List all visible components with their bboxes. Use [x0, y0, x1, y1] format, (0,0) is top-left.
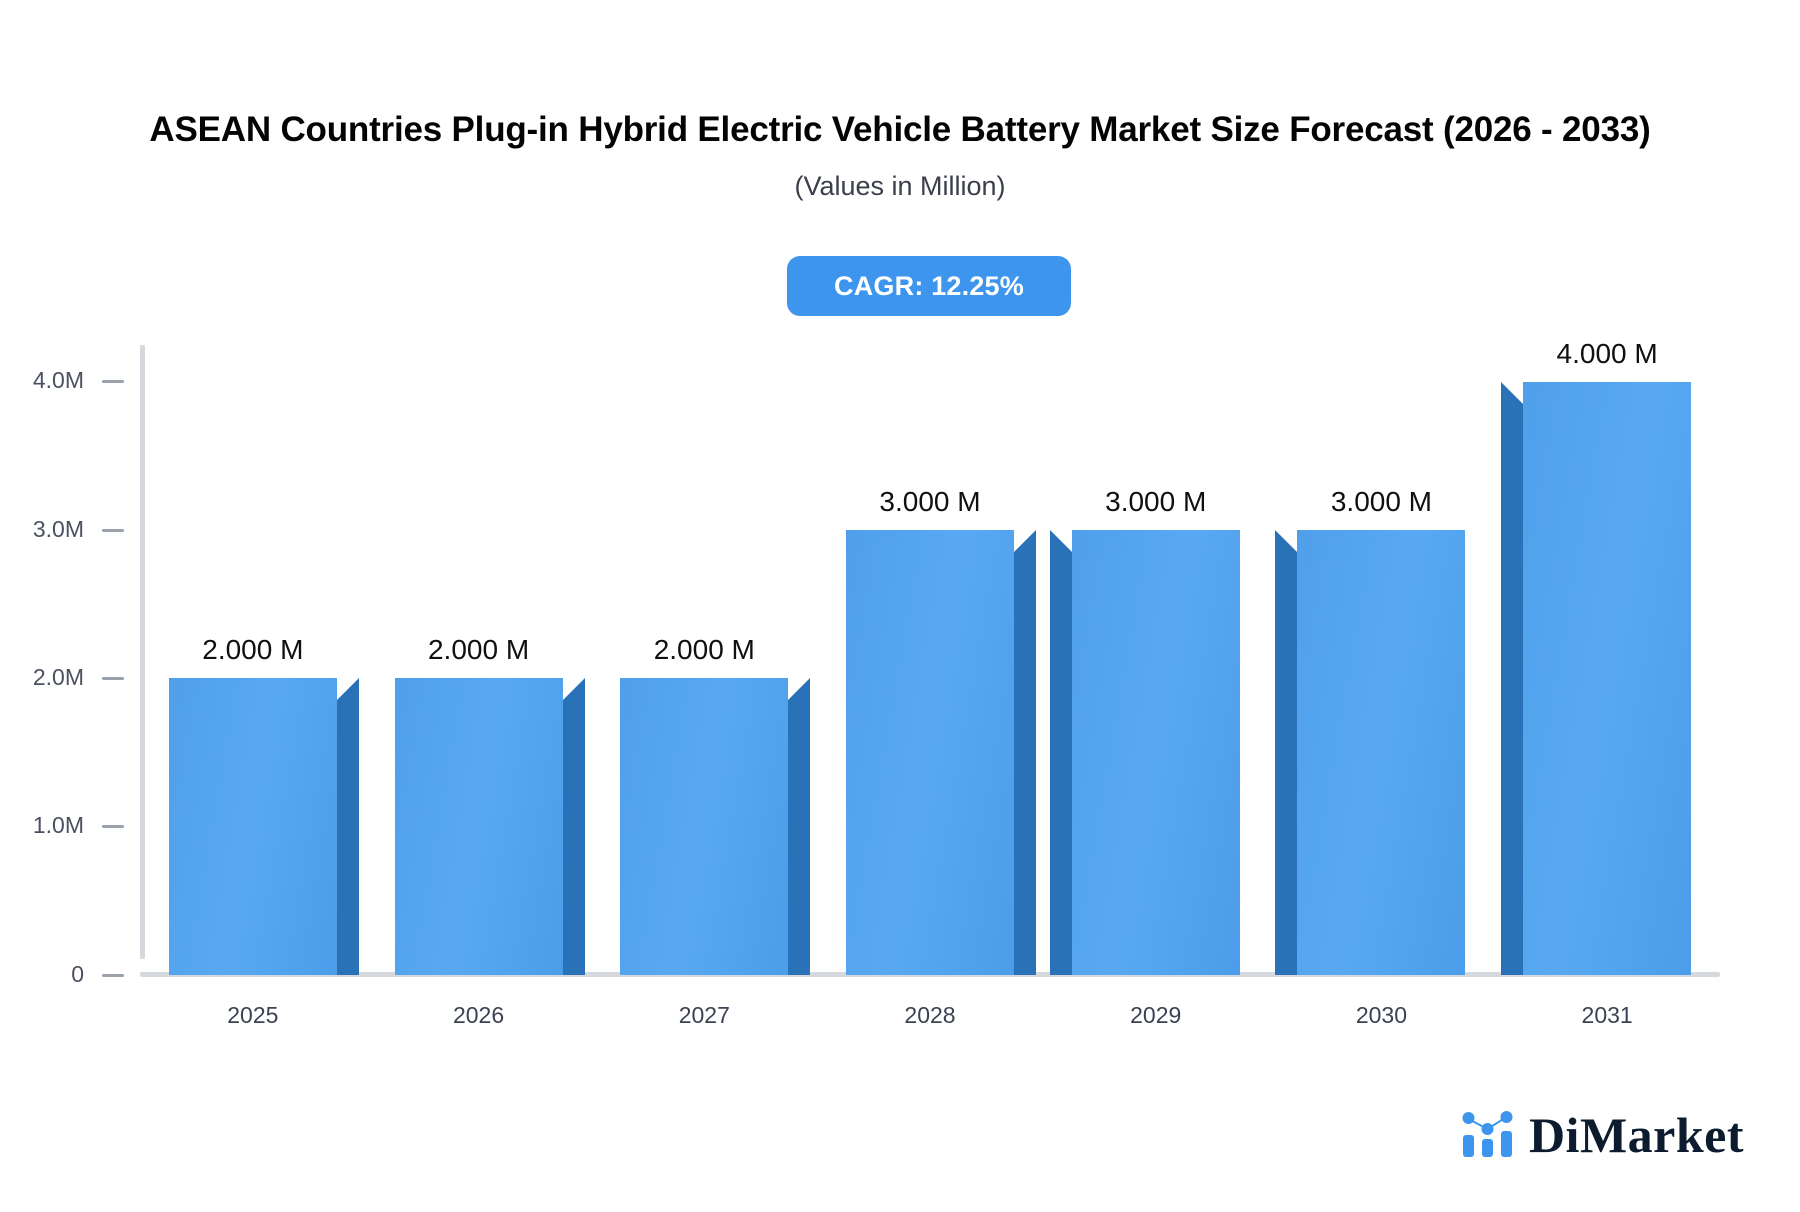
y-axis-tick-mark [102, 676, 124, 680]
y-axis-tick-label: 2.0M [32, 663, 84, 690]
plot-area: 0 1.0M 2.0M 3.0M 4.0M 2.000 M 2025 2.000 M 2026… [33, 330, 1720, 1028]
y-axis-line [140, 345, 145, 959]
bar-depth-bevel [1501, 381, 1524, 404]
bar-depth-face [1275, 530, 1298, 975]
bar-value-label: 2.000 M [653, 634, 755, 666]
x-axis-category-label: 2029 [1130, 1002, 1182, 1028]
bar-depth-face [1501, 381, 1524, 975]
bar-depth-face [562, 678, 585, 975]
y-axis-tick-label: 4.0M [32, 367, 84, 394]
bar-group[interactable]: 2.000 M 2026 [394, 330, 585, 1028]
bar-face[interactable] [394, 678, 563, 975]
bar-depth-face [788, 678, 811, 975]
bar-face[interactable] [168, 678, 337, 975]
bar-value-label: 2.000 M [202, 634, 304, 666]
bar-value-label: 3.000 M [1105, 486, 1207, 517]
y-axis-tick-mark [102, 825, 124, 829]
bar-face[interactable] [1297, 530, 1466, 975]
y-axis-tick-label: 1.0M [32, 812, 84, 839]
bar-depth-bevel [1049, 530, 1072, 552]
bar-depth-bevel [336, 678, 359, 701]
chart-title: ASEAN Countries Plug-in Hybrid Electric … [149, 110, 1651, 149]
bar-group[interactable]: 3.000 M 2030 [1275, 330, 1466, 1028]
bar-depth-bevel [788, 678, 811, 701]
y-axis-tick-mark [102, 380, 124, 384]
y-axis-tick-label: 0 [71, 960, 84, 987]
bar-depth-bevel [562, 678, 585, 701]
bar-depth-bevel [1014, 530, 1036, 552]
bar-series: 2.000 M 2025 2.000 M 2026 2.000 M 2027 3.000 M… [140, 330, 1720, 1028]
x-axis-category-label: 2025 [227, 1002, 279, 1028]
dimarket-logo: DiMarket [1461, 1110, 1744, 1160]
cagr-badge: CAGR: 12.25% [787, 256, 1071, 316]
bar-group[interactable]: 2.000 M 2027 [620, 330, 811, 1028]
bar-value-label: 2.000 M [427, 634, 530, 666]
x-axis-category-label: 2028 [904, 1002, 956, 1028]
bar-face[interactable] [1071, 530, 1240, 975]
chart-subtitle: (Values in Million) [794, 170, 1006, 201]
brand-name: DiMarket [1528, 1107, 1744, 1163]
bar-face[interactable] [620, 678, 789, 975]
bar-value-label: 3.000 M [879, 486, 981, 517]
bar-group[interactable]: 3.000 M 2028 [846, 330, 1036, 1028]
x-axis-category-label: 2027 [678, 1002, 730, 1028]
bar-chart-logo-icon [1462, 1111, 1513, 1157]
x-axis-category-label: 2030 [1355, 1002, 1408, 1028]
bar-value-label: 4.000 M [1556, 337, 1658, 369]
bar-face[interactable] [1523, 381, 1692, 975]
chart-header: ASEAN Countries Plug-in Hybrid Electric … [0, 105, 1800, 202]
bar-depth-face [1049, 530, 1072, 975]
bar-depth-face [336, 678, 359, 975]
bar-face[interactable] [846, 530, 1014, 975]
bar-depth-face [1014, 530, 1036, 975]
y-axis-tick-mark [102, 528, 124, 532]
bar-depth-bevel [1275, 530, 1298, 552]
x-axis-category-label: 2026 [452, 1002, 505, 1028]
bar-group[interactable]: 4.000 M 2031 [1501, 330, 1692, 1028]
bar-group[interactable]: 2.000 M 2025 [168, 330, 359, 1028]
bar-group[interactable]: 3.000 M 2029 [1049, 330, 1240, 1028]
y-axis-tick-mark [102, 973, 124, 977]
x-axis-category-label: 2031 [1581, 1002, 1633, 1028]
bar-value-label: 3.000 M [1330, 486, 1433, 517]
y-axis-tick-label: 3.0M [32, 515, 84, 542]
